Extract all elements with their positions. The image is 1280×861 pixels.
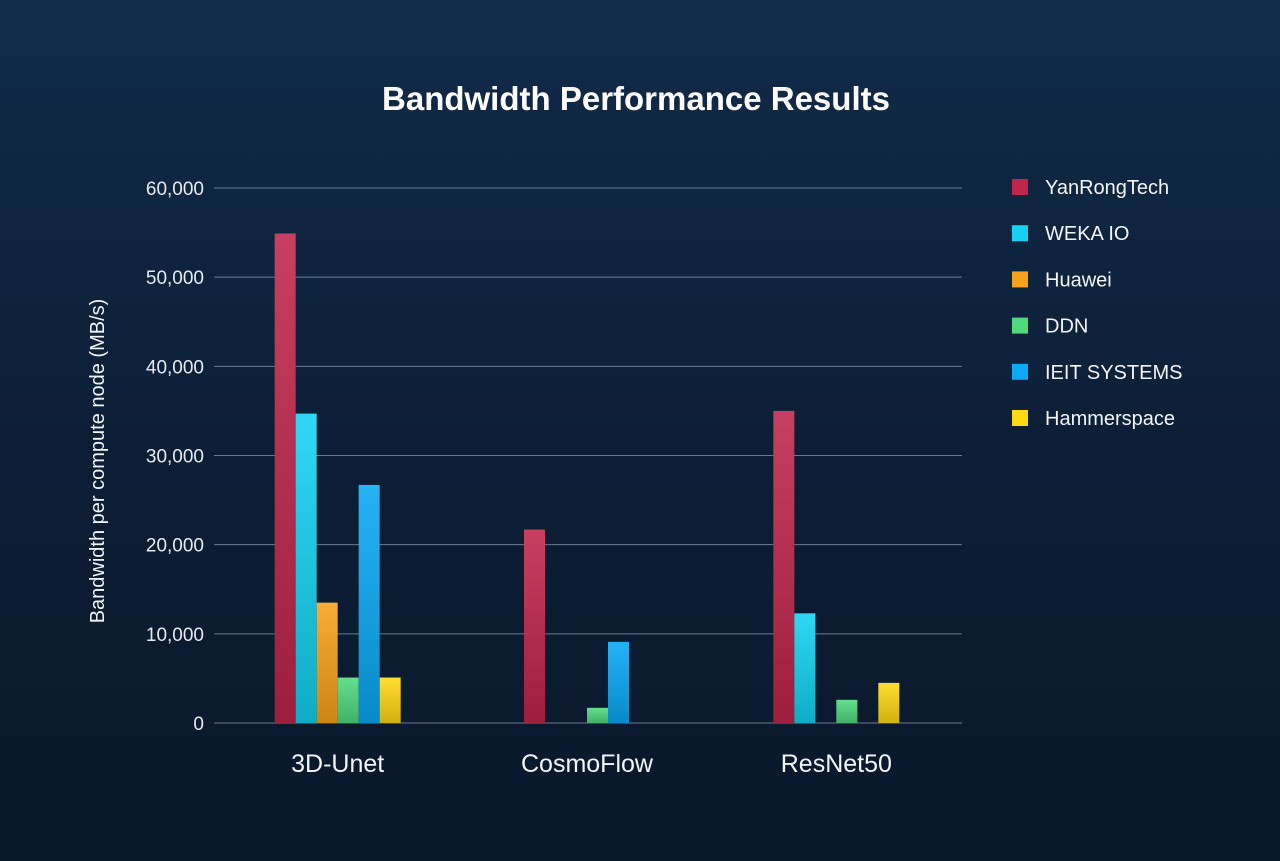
y-tick-label: 60,000 (146, 179, 204, 200)
y-axis-label: Bandwidth per compute node (MB/s) (87, 299, 109, 624)
bar-3d-unet-yanrongtech (274, 233, 296, 723)
bar-cosmoflow-yanrongtech (524, 529, 545, 723)
bar-resnet50-weka-io (794, 613, 816, 723)
bar-cosmoflow-ddn (587, 707, 608, 723)
legend-item-yanrongtech: YanRongTech (1012, 177, 1169, 199)
legend-label: WEKA IO (1045, 223, 1129, 245)
legend-label: IEIT SYSTEMS (1045, 362, 1182, 384)
y-axis-ticks: 0 10,000 20,000 30,000 40,000 50,000 60,000 (146, 179, 204, 735)
legend-label: DDN (1045, 316, 1088, 338)
legend-item-hammerspace: Hammerspace (1012, 408, 1175, 430)
bar-3d-unet-ddn (337, 677, 359, 723)
y-tick-label: 0 (193, 714, 204, 735)
x-tick-label: CosmoFlow (521, 750, 654, 778)
legend: YanRongTech WEKA IO Huawei DDN IEIT SYSTEMS H… (1012, 177, 1182, 430)
legend-swatch (1012, 179, 1028, 195)
legend-swatch (1012, 410, 1028, 426)
legend-item-huawei: Huawei (1012, 269, 1112, 291)
bars (274, 233, 900, 723)
y-tick-label: 40,000 (146, 357, 204, 378)
gridlines (214, 187, 962, 724)
legend-label: Hammerspace (1045, 408, 1175, 430)
legend-swatch (1012, 271, 1028, 288)
chart-title: Bandwidth Performance Results (382, 80, 890, 117)
y-tick-label: 50,000 (146, 268, 204, 289)
bar-3d-unet-huawei (316, 602, 338, 723)
x-tick-label: 3D-Unet (291, 750, 384, 778)
y-tick-label: 10,000 (146, 625, 204, 646)
bar-3d-unet-ieit-systems (358, 484, 380, 723)
legend-swatch (1012, 225, 1028, 242)
legend-swatch (1012, 317, 1028, 334)
legend-swatch (1012, 363, 1028, 380)
y-tick-label: 20,000 (146, 536, 204, 557)
bar-resnet50-yanrongtech (773, 410, 795, 723)
bar-cosmoflow-ieit-systems (608, 641, 629, 723)
x-tick-label: ResNet50 (781, 750, 892, 778)
legend-item-weka-io: WEKA IO (1012, 223, 1129, 245)
bar-3d-unet-hammerspace (379, 677, 401, 723)
bar-3d-unet-weka-io (295, 413, 317, 723)
y-tick-label: 30,000 (146, 447, 204, 468)
bar-resnet50-hammerspace (878, 682, 900, 723)
legend-item-ddn: DDN (1012, 316, 1088, 338)
x-axis-ticks: 3D-Unet CosmoFlow ResNet50 (291, 750, 892, 778)
legend-item-ieit-systems: IEIT SYSTEMS (1012, 362, 1182, 384)
bar-resnet50-ddn (836, 699, 858, 723)
legend-label: YanRongTech (1045, 177, 1169, 199)
legend-label: Huawei (1045, 269, 1112, 291)
